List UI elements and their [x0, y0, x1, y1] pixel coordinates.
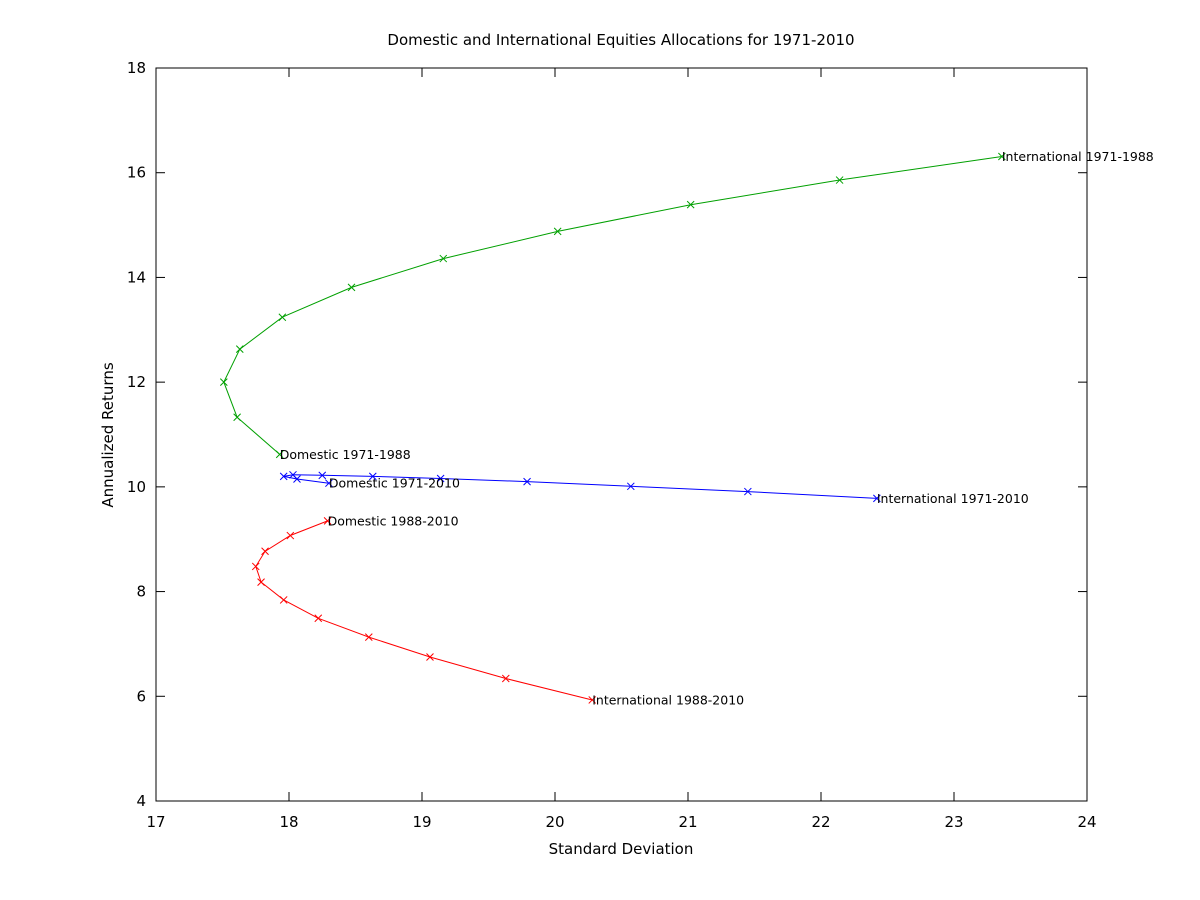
data-point	[998, 152, 1006, 161]
y-tick-label: 6	[136, 687, 146, 705]
y-tick-label: 14	[127, 268, 146, 286]
series-3	[251, 517, 597, 704]
data-point	[314, 614, 323, 623]
data-point	[873, 494, 881, 503]
data-point	[426, 653, 434, 661]
data-point	[364, 633, 373, 641]
annotation-layer: International 1971-1988 Domestic 1971-198…	[280, 149, 1154, 707]
y-tick-label: 16	[127, 164, 146, 182]
x-tick-label: 18	[279, 813, 298, 831]
y-tick-label: 8	[136, 583, 146, 601]
y-tick-label: 18	[127, 59, 146, 77]
annotation-label: International 1971-1988	[1002, 149, 1154, 164]
data-point	[439, 254, 448, 263]
data-point	[501, 674, 510, 683]
data-point	[235, 345, 244, 354]
annotation-label: Domestic 1971-2010	[329, 476, 460, 491]
annotation-label: Domestic 1988-2010	[328, 513, 459, 528]
data-point	[257, 578, 265, 587]
data-point	[553, 227, 562, 236]
plot-frame	[155, 67, 1088, 802]
data-point	[279, 472, 288, 481]
annotation-label: Domestic 1971-1988	[280, 447, 411, 462]
x-tick-label: 19	[412, 813, 431, 831]
series-2	[279, 470, 881, 503]
data-point	[436, 474, 445, 483]
x-tick-label: 23	[944, 813, 963, 831]
y-tick-label: 12	[127, 373, 146, 391]
data-point	[278, 313, 287, 322]
data-point	[325, 479, 333, 488]
data-point	[347, 283, 356, 292]
data-point	[251, 562, 260, 571]
data-point	[286, 531, 295, 540]
x-tick-label: 20	[545, 813, 564, 831]
data-point	[368, 472, 377, 481]
data-point	[318, 471, 327, 480]
data-point	[686, 200, 695, 209]
data-point	[275, 450, 284, 459]
data-point	[523, 477, 531, 486]
series-layer	[219, 152, 1006, 704]
data-point	[261, 547, 269, 556]
data-point	[323, 517, 332, 525]
y-tick-label: 4	[136, 792, 146, 810]
data-point	[743, 487, 752, 496]
y-axis-title: Annualized Returns	[99, 362, 117, 507]
x-tick-label: 22	[811, 813, 830, 831]
y-tick-label: 10	[127, 478, 146, 496]
x-axis-title: Standard Deviation	[549, 840, 694, 858]
data-point	[233, 413, 241, 422]
data-point	[289, 470, 297, 479]
axis-ticks: 17 18 19 20 21 22 23 24 4 6 8 10 12 14 16 18	[127, 59, 1097, 831]
annotation-label: International 1988-2010	[592, 692, 744, 707]
data-point	[219, 378, 228, 386]
x-tick-label: 24	[1077, 813, 1096, 831]
data-point	[835, 176, 844, 184]
chart-title: Domestic and International Equities Allo…	[387, 31, 854, 49]
series-1	[219, 152, 1006, 459]
data-point	[279, 596, 288, 604]
x-tick-label: 17	[146, 813, 165, 831]
data-point	[588, 696, 597, 704]
x-tick-label: 21	[678, 813, 697, 831]
data-point	[626, 482, 635, 491]
annotation-label: International 1971-2010	[877, 491, 1029, 506]
